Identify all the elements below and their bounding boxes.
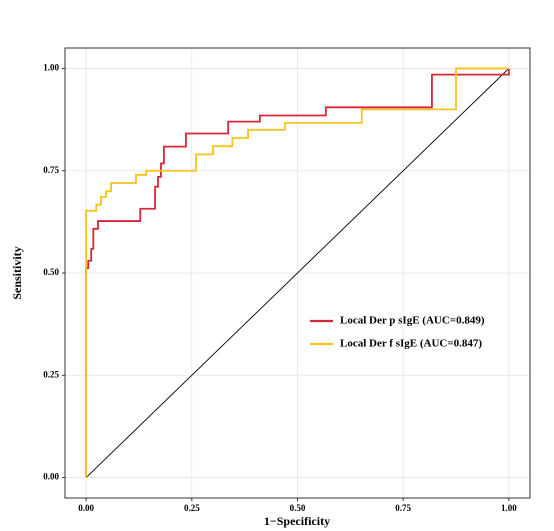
y-axis-title: Sensitivity <box>10 246 24 299</box>
reference-line <box>85 68 510 478</box>
y-tick-label: 1.00 <box>43 63 59 73</box>
legend-label: Local Der p sIgE (AUC=0.849) <box>340 315 485 327</box>
x-tick-label: 0.25 <box>184 503 200 513</box>
legend-label: Local Der f sIgE (AUC=0.847) <box>340 338 482 350</box>
x-tick-label: 0.75 <box>395 503 411 513</box>
y-tick-label: 0.25 <box>43 369 59 379</box>
x-axis-title: 1−Specificity <box>264 514 330 528</box>
x-tick-label: 0.50 <box>290 503 306 513</box>
x-tick-label: 0.00 <box>78 503 94 513</box>
y-tick-label: 0.00 <box>43 472 59 482</box>
plot-border <box>64 47 531 499</box>
roc-curve <box>85 68 510 478</box>
x-tick-label: 1.00 <box>501 503 517 513</box>
y-tick-label: 0.50 <box>43 267 59 277</box>
y-tick-label: 0.75 <box>43 165 59 175</box>
roc-curve <box>85 67 509 478</box>
